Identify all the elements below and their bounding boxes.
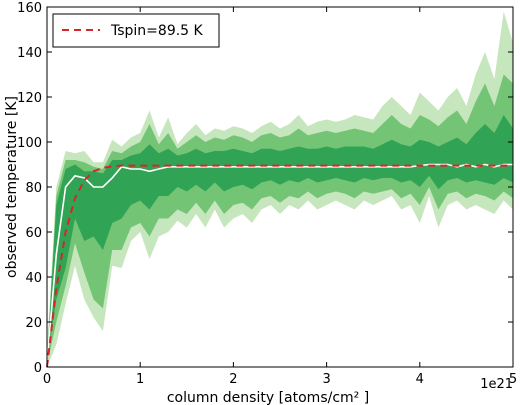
x-tick-label: 5 xyxy=(509,372,517,387)
y-tick-label: 60 xyxy=(25,226,42,241)
median-line xyxy=(46,163,513,363)
x-tick-label: 2 xyxy=(229,372,237,387)
confidence-bands xyxy=(47,11,513,367)
y-tick-label: 80 xyxy=(25,181,42,196)
axis-ticks: 0 1 2 3 4 5 0 20 40 60 80 100 120 140 160 xyxy=(17,1,517,387)
y-tick-label: 0 xyxy=(34,361,42,376)
y-tick-label: 20 xyxy=(25,316,42,331)
x-axis-label: column density [atoms/cm² ] xyxy=(167,390,369,405)
x-tick-label: 3 xyxy=(322,372,330,387)
x-tick-label: 0 xyxy=(43,372,51,387)
x-multiplier-label: 1e21 xyxy=(480,377,513,392)
y-tick-label: 140 xyxy=(17,46,42,61)
y-tick-label: 40 xyxy=(25,271,42,286)
legend-label: Tspin=89.5 K xyxy=(110,23,204,39)
legend: Tspin=89.5 K xyxy=(52,13,220,48)
series-lines xyxy=(46,163,513,368)
x-tick-label: 1 xyxy=(136,372,144,387)
model-line xyxy=(46,164,513,368)
y-tick-label: 120 xyxy=(17,91,42,106)
y-tick-label: 160 xyxy=(17,1,42,16)
x-tick-label: 4 xyxy=(416,372,424,387)
band-inner xyxy=(47,115,513,363)
y-axis-label: observed temperature [K] xyxy=(4,96,20,278)
y-tick-label: 100 xyxy=(17,136,42,151)
